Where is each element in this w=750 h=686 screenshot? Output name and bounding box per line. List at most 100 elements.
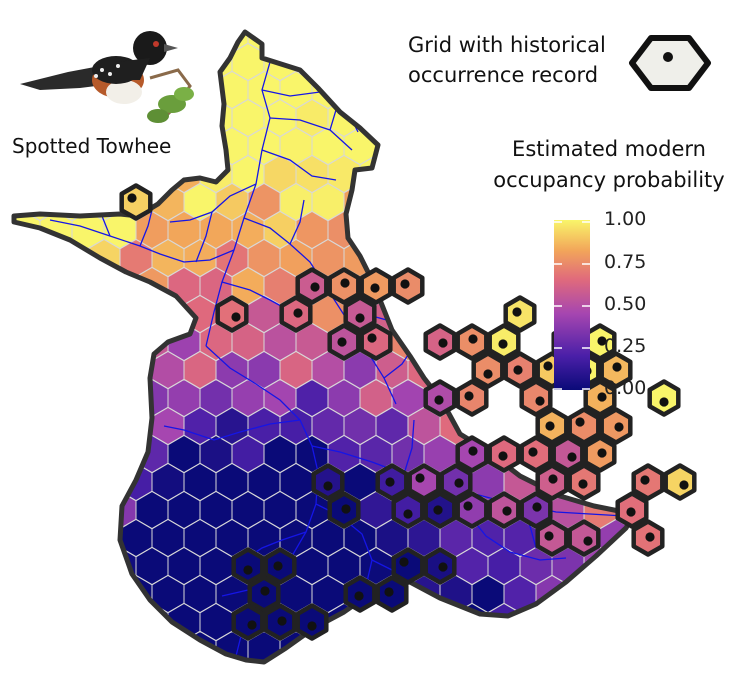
occupancy-hex xyxy=(567,630,601,662)
historical-record-point xyxy=(243,565,253,575)
occupancy-hex xyxy=(535,630,569,662)
occupancy-hex xyxy=(631,630,634,662)
occupancy-hex xyxy=(456,0,488,25)
historical-record-point xyxy=(548,474,558,484)
occupancy-hex xyxy=(264,0,296,25)
historical-record-point xyxy=(512,307,522,317)
historical-record-point xyxy=(567,452,577,462)
occupancy-hex xyxy=(55,32,89,54)
occupancy-hex xyxy=(87,462,121,502)
occupancy-hex xyxy=(296,0,328,25)
occupancy-hex xyxy=(664,632,696,669)
occupancy-hex xyxy=(583,602,617,642)
historical-record-point xyxy=(463,501,473,511)
occupancy-hex xyxy=(14,490,41,530)
historical-record-point xyxy=(355,313,365,323)
historical-record-point xyxy=(370,283,380,293)
occupancy-hex xyxy=(583,658,617,662)
occupancy-hex xyxy=(87,294,121,334)
colorbar-tick-label-1: 1.00 xyxy=(604,208,647,230)
occupancy-hex xyxy=(71,546,105,586)
occupancy-hex xyxy=(39,378,73,418)
occupancy-hex xyxy=(39,602,73,642)
historical-record-point xyxy=(498,339,508,349)
occupancy-hex xyxy=(680,324,712,361)
occupancy-hex xyxy=(14,462,25,502)
historical-record-hex xyxy=(119,183,153,221)
occupancy-hex xyxy=(615,658,634,662)
occupancy-hex xyxy=(0,268,8,305)
occupancy-hex xyxy=(119,294,153,334)
colorbar-tick-label-0.25: 0.25 xyxy=(604,335,647,357)
occupancy-hex xyxy=(407,630,441,662)
occupancy-hex xyxy=(680,268,712,305)
occupancy-hex xyxy=(343,630,377,662)
occupancy-hex xyxy=(14,70,25,110)
historical-record-point xyxy=(483,369,493,379)
historical-record-point xyxy=(578,479,588,489)
occupancy-hex xyxy=(520,0,552,25)
occupancy-hex xyxy=(391,98,425,138)
historical-record-hex xyxy=(359,323,393,361)
historical-record-point xyxy=(612,362,622,372)
occupancy-hex xyxy=(648,604,680,641)
occupancy-hex xyxy=(23,630,57,662)
historical-record-point xyxy=(502,506,512,516)
occupancy-hex xyxy=(327,42,361,82)
occupancy-hex xyxy=(664,576,696,613)
historical-record-point xyxy=(583,536,593,546)
colorbar xyxy=(554,220,590,390)
occupancy-hex xyxy=(14,266,41,306)
historical-record-point xyxy=(310,282,320,292)
occupancy-hex xyxy=(55,574,89,614)
occupancy-hex xyxy=(168,0,200,25)
historical-record-point xyxy=(513,365,523,375)
occupancy-hex xyxy=(71,322,105,362)
occupancy-hex xyxy=(423,658,457,662)
historical-record-point xyxy=(532,502,542,512)
occupancy-hex xyxy=(391,658,425,662)
historical-record-point xyxy=(544,531,554,541)
occupancy-hex xyxy=(39,322,73,362)
historical-record-point xyxy=(415,473,425,483)
occupancy-hex xyxy=(664,520,696,557)
occupancy-hex xyxy=(55,294,89,334)
historical-record-point xyxy=(498,451,508,461)
historical-record-point xyxy=(403,509,413,519)
occupancy-legend-title: Estimated modern occupancy probability xyxy=(493,137,725,192)
occupancy-hex xyxy=(39,154,73,194)
occupancy-hex xyxy=(135,658,169,662)
occupancy-hex xyxy=(343,70,377,110)
occupancy-hex xyxy=(14,574,25,614)
occupancy-hex xyxy=(103,434,137,474)
occupancy-hex xyxy=(103,322,137,362)
occupancy-hex xyxy=(0,492,8,529)
occupancy-hex xyxy=(0,436,8,473)
occupancy-hex xyxy=(680,380,712,417)
occupancy-hex xyxy=(232,0,264,25)
historical-record-point xyxy=(277,616,287,626)
occupancy-hex xyxy=(104,0,136,25)
occupancy-hex xyxy=(23,406,57,446)
historical-record-hex xyxy=(519,379,553,417)
occupancy-hex xyxy=(392,0,424,25)
occupancy-hex xyxy=(680,604,712,641)
occupancy-hex xyxy=(599,630,633,662)
occupancy-hex xyxy=(439,126,473,166)
occupancy-hex xyxy=(87,32,121,54)
historical-record-point xyxy=(597,392,607,402)
occupancy-hex xyxy=(8,0,40,25)
occupancy-hex xyxy=(423,98,457,138)
historical-record-point xyxy=(659,397,669,407)
occupancy-hex xyxy=(375,630,409,662)
occupancy-hex xyxy=(103,602,137,642)
occupancy-hex xyxy=(328,0,360,25)
occupancy-hex xyxy=(39,546,73,586)
occupancy-hex xyxy=(55,630,89,662)
historical-grid-legend-icon xyxy=(629,35,711,91)
occupancy-hex xyxy=(0,44,8,81)
occupancy-hex xyxy=(375,70,409,110)
occupancy-hex xyxy=(72,0,104,25)
historical-record-point xyxy=(337,337,347,347)
occupancy-hex xyxy=(87,630,121,662)
